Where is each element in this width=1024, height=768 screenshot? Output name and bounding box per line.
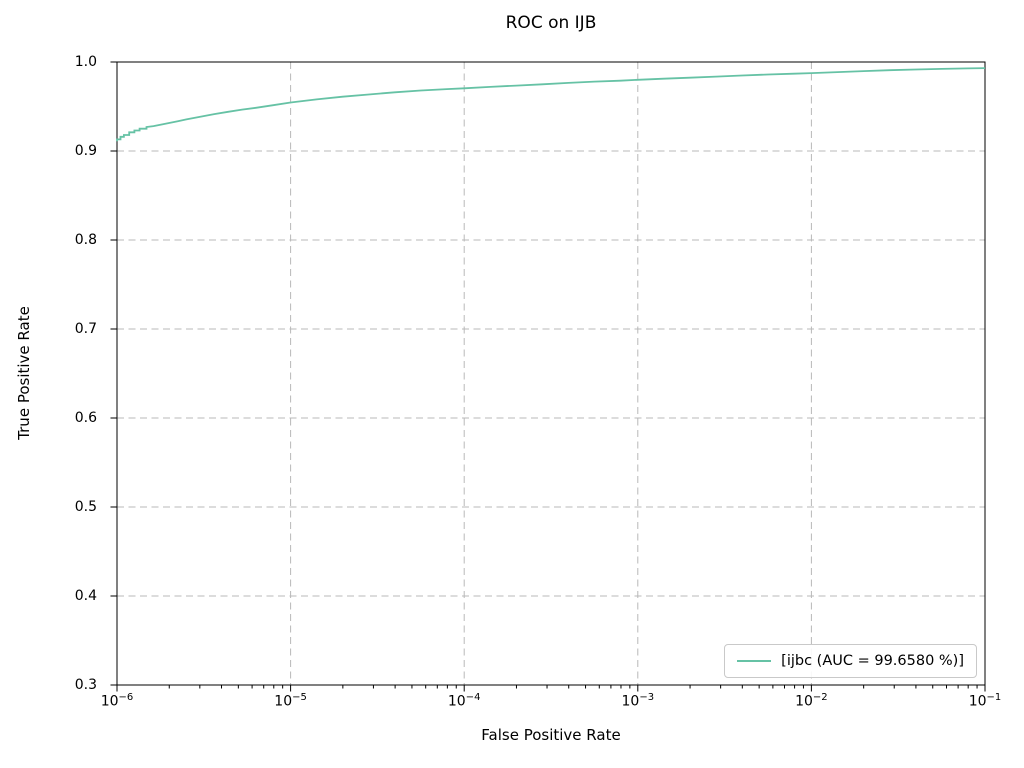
x-tick-label: 10−4 bbox=[447, 692, 481, 710]
x-tick-label: 10−5 bbox=[274, 692, 307, 710]
x-tick-label: 10−6 bbox=[100, 692, 134, 710]
chart-title: ROC on IJB bbox=[505, 13, 597, 33]
legend-label: [ijbc (AUC = 99.6580 %)] bbox=[781, 653, 964, 669]
roc-curve-line bbox=[116, 67, 986, 142]
x-tick-label: 10−1 bbox=[968, 692, 1002, 710]
legend-line-sample bbox=[737, 660, 772, 662]
y-tick-label: 0.6 bbox=[74, 410, 97, 426]
legend: [ijbc (AUC = 99.6580 %)] bbox=[724, 644, 977, 678]
y-tick-label: 0.8 bbox=[74, 232, 97, 248]
y-tick-label: 0.7 bbox=[74, 321, 97, 337]
y-tick-label: 0.5 bbox=[74, 499, 97, 515]
y-tick-label: 0.4 bbox=[74, 588, 97, 604]
y-tick-label: 1.0 bbox=[74, 54, 97, 70]
x-tick-label: 10−3 bbox=[621, 692, 655, 710]
y-axis-label: True Positive Rate bbox=[15, 306, 33, 440]
x-axis-label: False Positive Rate bbox=[481, 726, 621, 744]
y-tick-label: 0.3 bbox=[74, 677, 97, 693]
y-tick-label: 0.9 bbox=[74, 143, 97, 159]
axes-frame bbox=[116, 61, 986, 686]
x-tick-label: 10−2 bbox=[795, 692, 828, 710]
